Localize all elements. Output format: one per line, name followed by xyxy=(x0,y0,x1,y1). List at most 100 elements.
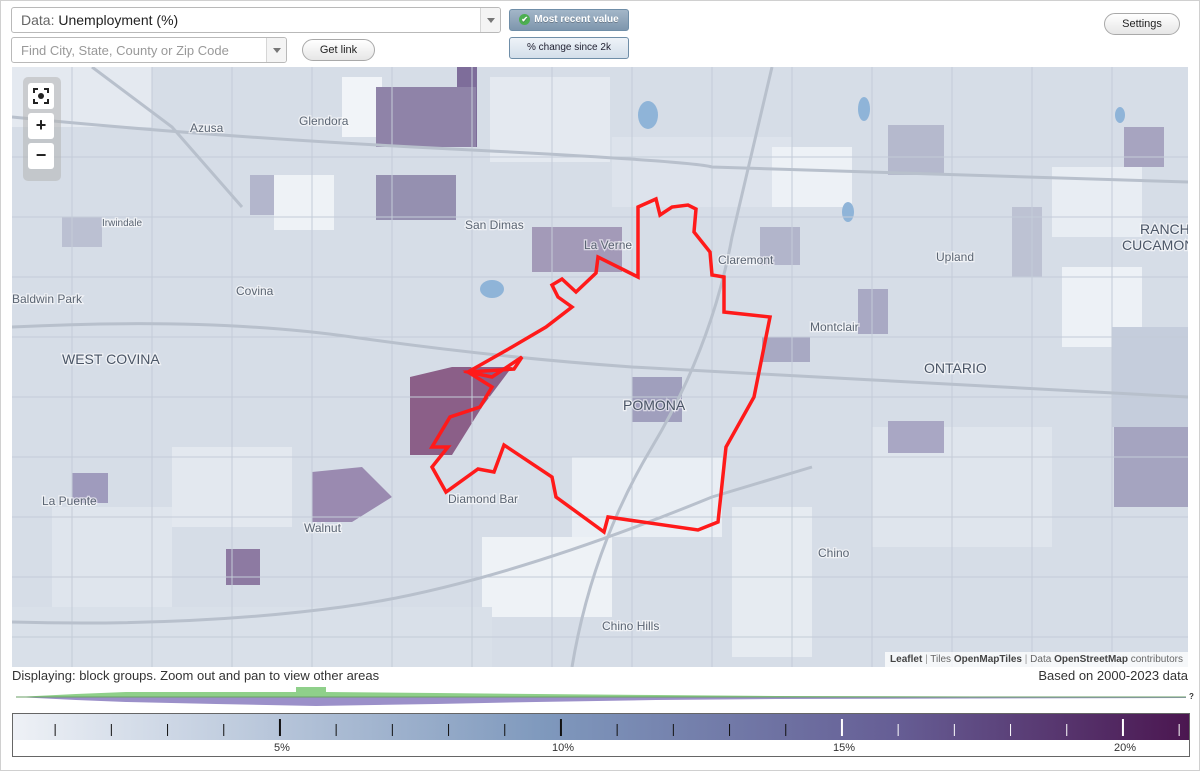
most-recent-label: Most recent value xyxy=(534,14,619,25)
region xyxy=(1012,207,1042,277)
histogram-baseline xyxy=(16,697,1186,706)
place-label: San Dimas xyxy=(465,218,524,232)
region xyxy=(888,421,944,453)
place-label: Chino Hills xyxy=(602,619,659,633)
chevron-down-icon[interactable] xyxy=(266,38,286,62)
settings-button[interactable]: Settings xyxy=(1104,13,1180,35)
highways xyxy=(12,67,1188,667)
legend-tick-label: 5% xyxy=(274,742,290,754)
place-label: La Verne xyxy=(584,238,632,252)
region xyxy=(888,125,944,175)
leaflet-link[interactable]: Leaflet xyxy=(890,654,923,665)
highway xyxy=(12,322,1188,399)
place-label: CUCAMONGA xyxy=(1122,237,1188,253)
zoom-in-button[interactable]: + xyxy=(28,113,54,139)
region xyxy=(490,77,610,162)
openstreetmap-link[interactable]: OpenStreetMap xyxy=(1054,654,1128,665)
fullscreen-button[interactable] xyxy=(28,83,54,109)
region xyxy=(612,137,792,207)
region xyxy=(858,289,888,334)
check-icon: ✔ xyxy=(519,13,531,25)
place-labels: Glendora Azusa San Dimas La Verne Irwindale C… xyxy=(12,113,1188,635)
legend-ticks: 5% 10% 15% 20% xyxy=(54,719,1180,754)
legend-tick-label: 15% xyxy=(833,742,855,754)
place-label: Upland xyxy=(936,250,974,264)
legend-svg: 5% 10% 15% 20% xyxy=(13,714,1189,754)
region xyxy=(1124,127,1164,167)
place-label: WEST COVINA xyxy=(62,351,160,367)
place-label: La Puente xyxy=(42,494,97,508)
color-legend: 5% 10% 15% 20% xyxy=(12,713,1190,757)
place-label: Diamond Bar xyxy=(448,492,518,506)
highway xyxy=(12,465,813,625)
most-recent-toggle[interactable]: ✔ Most recent value xyxy=(509,9,629,31)
map-canvas[interactable]: Glendora Azusa San Dimas La Verne Irwindale C… xyxy=(12,67,1188,667)
region xyxy=(376,175,456,220)
data-prefix: Data xyxy=(1030,654,1052,665)
region xyxy=(250,175,274,215)
legend-gradient xyxy=(13,714,1189,740)
region xyxy=(72,473,108,503)
place-label: Glendora xyxy=(299,114,349,128)
value-histogram xyxy=(16,687,1186,706)
highway xyxy=(12,115,1188,184)
region xyxy=(760,227,800,265)
place-label: Baldwin Park xyxy=(12,292,83,306)
data-select[interactable]: Data: Unemployment (%) xyxy=(11,7,501,33)
data-select-value: Unemployment (%) xyxy=(58,12,179,28)
map-dark-regions xyxy=(62,67,1188,585)
map-attribution: Leaflet | Tiles OpenMapTiles | Data Open… xyxy=(885,652,1188,667)
map-svg[interactable]: Glendora Azusa San Dimas La Verne Irwindale C… xyxy=(12,67,1188,667)
percent-change-toggle[interactable]: % change since 2k xyxy=(509,37,629,59)
contributors-text: contributors xyxy=(1130,654,1183,665)
data-select-prefix: Data: xyxy=(21,12,55,28)
zoom-out-button[interactable]: − xyxy=(28,143,54,169)
histogram-help[interactable]: ? xyxy=(1189,692,1194,701)
place-label: Claremont xyxy=(718,253,774,267)
zoom-controls: + − xyxy=(23,77,61,181)
openmaptiles-link[interactable]: OpenMapTiles xyxy=(953,654,1022,665)
lake xyxy=(1115,107,1125,123)
place-label: ONTARIO xyxy=(924,360,987,376)
data-range-note: Based on 2000-2023 data xyxy=(1038,668,1188,683)
region xyxy=(62,217,102,247)
region xyxy=(732,507,812,657)
region xyxy=(226,549,260,585)
place-label: POMONA xyxy=(623,397,686,413)
region xyxy=(342,77,382,137)
region xyxy=(376,87,476,147)
lake xyxy=(842,202,854,222)
region xyxy=(312,467,392,522)
selected-area-boundary xyxy=(428,196,773,535)
display-status: Displaying: block groups. Zoom out and p… xyxy=(12,668,380,683)
region xyxy=(1112,327,1188,427)
lake xyxy=(858,97,870,121)
region xyxy=(762,337,810,362)
region xyxy=(632,377,682,422)
place-label: Azusa xyxy=(190,121,224,135)
place-label: Walnut xyxy=(304,521,342,535)
fullscreen-icon xyxy=(33,88,49,104)
chevron-down-icon[interactable] xyxy=(480,8,500,32)
place-label: Montclair xyxy=(810,320,859,334)
search-input[interactable] xyxy=(12,38,262,62)
get-link-button[interactable]: Get link xyxy=(302,39,375,61)
tiles-prefix: Tiles xyxy=(930,654,952,665)
region xyxy=(274,175,334,230)
place-label: Chino xyxy=(818,546,850,560)
lake xyxy=(480,280,504,298)
highway xyxy=(91,67,244,208)
lake xyxy=(638,101,658,129)
location-search[interactable] xyxy=(11,37,287,63)
region xyxy=(532,227,622,272)
place-label: Covina xyxy=(236,284,274,298)
histogram-current xyxy=(16,687,1186,697)
highway xyxy=(570,67,774,667)
region xyxy=(1114,427,1188,507)
region xyxy=(772,147,852,207)
place-label: Irwindale xyxy=(102,218,142,229)
place-label: RANCHO xyxy=(1140,221,1188,237)
region xyxy=(52,507,172,607)
legend-tick-label: 20% xyxy=(1114,742,1136,754)
region xyxy=(410,367,512,455)
